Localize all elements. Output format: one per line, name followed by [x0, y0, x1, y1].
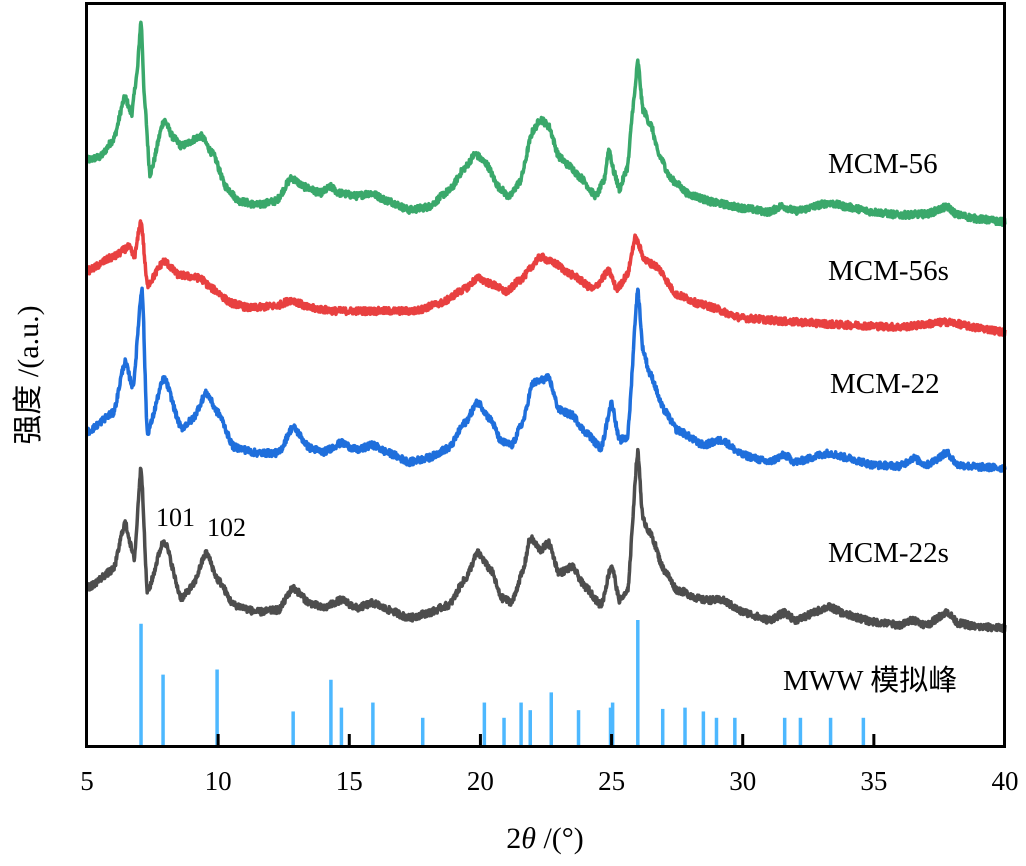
x-axis-label-theta: θ [521, 822, 536, 855]
x-tick-label: 35 [860, 766, 887, 796]
series-label-mcm-22s: MCM-22s [828, 537, 949, 569]
series-line-mcm-22 [85, 286, 1007, 473]
series-label-mcm-56s: MCM-56s [828, 255, 949, 287]
series-line-mcm-22s [85, 447, 1007, 634]
x-tick-label: 25 [598, 766, 625, 796]
reference-sticks [139, 620, 866, 747]
x-tick-label: 40 [992, 766, 1019, 796]
x-axis-label: 2θ /(°) [506, 822, 584, 855]
x-tick-label: 15 [336, 766, 363, 796]
y-axis-label: 强度 /(a.u.) [12, 305, 45, 444]
plot-frame [85, 2, 1006, 748]
series-line-mcm-56s [85, 219, 1007, 337]
x-axis-label-prefix: 2 [506, 822, 521, 855]
x-axis-label-suffix: /(°) [536, 822, 584, 855]
x-tick-label: 10 [205, 766, 232, 796]
series-label-mcm-56: MCM-56 [828, 148, 938, 180]
x-tick-label: 5 [80, 766, 94, 796]
series-label-mcm-22: MCM-22 [830, 368, 940, 400]
x-axis-ticks: 5 10 15 20 25 30 35 40 [80, 734, 1019, 796]
series-layer [85, 20, 1007, 634]
series-line-mcm-56 [85, 20, 1007, 228]
reference-label: MWW 模拟峰 [783, 664, 957, 697]
x-tick-label: 20 [467, 766, 494, 796]
x-tick-label: 30 [729, 766, 756, 796]
annotation-101: 101 [156, 503, 195, 532]
annotation-102: 102 [207, 513, 246, 542]
